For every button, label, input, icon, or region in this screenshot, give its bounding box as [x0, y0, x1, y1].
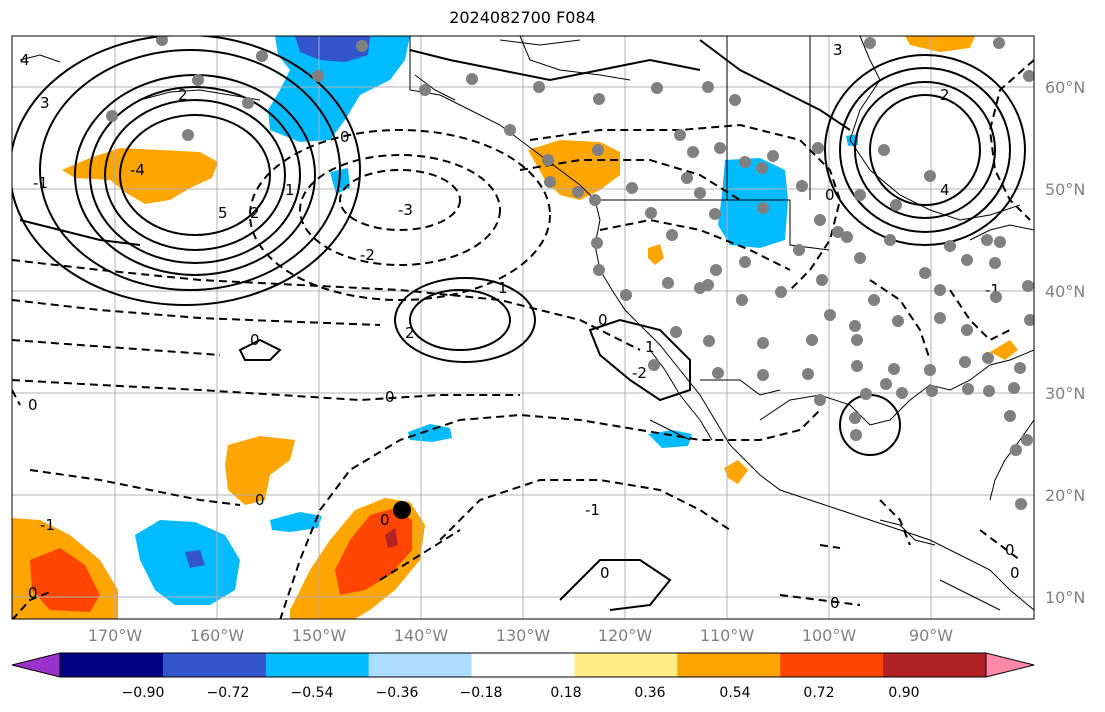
- fill-blue-tropical: [185, 550, 205, 568]
- contour-label: 0: [250, 331, 260, 349]
- contour-label: -2: [632, 364, 647, 382]
- fill-blue-gulf-alaska: [295, 36, 370, 62]
- lon-label: 170°W: [88, 626, 143, 645]
- colorbar-tick-label: 0.54: [719, 685, 750, 701]
- contour-label: 0: [28, 396, 38, 414]
- contour-label: -1: [40, 516, 55, 534]
- contour-label: 0: [380, 511, 390, 529]
- lat-label: 50°N: [1045, 180, 1085, 199]
- fill-orange-mx: [724, 460, 748, 484]
- lon-label: 120°W: [598, 626, 653, 645]
- lat-label: 10°N: [1045, 588, 1085, 607]
- fill-cyan-pac2: [648, 430, 692, 448]
- lon-label: 90°W: [909, 626, 953, 645]
- fill-cyan-plains: [718, 158, 788, 248]
- contour-labels: 4 3 5 2 1 0 -1 -2 -3 -4 0 -1 1 2 -2 0 1 …: [20, 41, 1020, 612]
- station-markers: [106, 36, 1034, 510]
- contour-label: 2: [178, 86, 188, 104]
- contour-label: 4: [940, 181, 950, 199]
- chart-title: 2024082700 F084: [449, 8, 596, 27]
- colorbar-tick-label: 0.18: [550, 685, 581, 701]
- lon-label: 160°W: [190, 626, 245, 645]
- contour-label: 0: [830, 594, 840, 612]
- colorbar-extend-min: [11, 652, 61, 678]
- colorbar-segment: [574, 653, 678, 677]
- lat-label: 40°N: [1045, 282, 1085, 301]
- fill-cyan-tropical: [135, 520, 240, 605]
- lat-label: 60°N: [1045, 78, 1085, 97]
- contour-label: 0: [28, 584, 38, 602]
- fill-orange-hi: [225, 436, 295, 505]
- contour-label: 2: [405, 324, 415, 342]
- fill-red-swcorner: [30, 548, 100, 612]
- contour-label: 3: [40, 94, 50, 112]
- lon-label: 110°W: [700, 626, 755, 645]
- colorbar-tick-label: 0.72: [803, 685, 834, 701]
- fill-orange-se: [990, 340, 1018, 360]
- colorbar-segment: [60, 653, 164, 677]
- colorbar-segment: [368, 653, 473, 677]
- contour-label: 0: [600, 564, 610, 582]
- lon-label: 100°W: [802, 626, 857, 645]
- contour-label: 1: [285, 181, 295, 199]
- colorbar-tick-label: 0.90: [888, 685, 919, 701]
- colorbar-segment: [162, 653, 267, 677]
- colorbar-tick-label: −0.90: [122, 685, 165, 701]
- contour-label: 3: [833, 41, 843, 59]
- fill-orange-npac: [62, 148, 218, 204]
- colorbar-extend-max: [985, 652, 1035, 678]
- fill-orange-canada: [905, 36, 975, 52]
- fill-darkred-tropical: [385, 528, 398, 548]
- contour-label: -1: [33, 174, 48, 192]
- fill-cyan-tropical2: [270, 512, 322, 532]
- contour-label: -2: [360, 246, 375, 264]
- colorbar: [11, 652, 1035, 678]
- lon-label: 140°W: [394, 626, 449, 645]
- lat-label: 30°N: [1045, 384, 1085, 403]
- contour-label: 2: [250, 204, 260, 222]
- contour-label: 0: [1010, 564, 1020, 582]
- contour-label: 0: [598, 311, 608, 329]
- colorbar-segment: [883, 653, 987, 677]
- fill-orange-nevada: [648, 244, 664, 265]
- colorbar-tick-label: −0.72: [207, 685, 250, 701]
- colorbar-tick-label: 0.36: [634, 685, 665, 701]
- lon-label: 150°W: [292, 626, 347, 645]
- colorbar-segment: [780, 653, 884, 677]
- storm-center-marker: [393, 501, 411, 519]
- contour-label: -3: [398, 201, 413, 219]
- fill-cyan-pac1: [408, 424, 452, 442]
- contour-label: 0: [340, 128, 350, 146]
- contour-label: -1: [585, 501, 600, 519]
- colorbar-segment: [471, 653, 575, 677]
- contour-label: 2: [940, 86, 950, 104]
- contour-label: 0: [385, 388, 395, 406]
- colorbar-segment: [265, 653, 370, 677]
- colorbar-segment: [677, 653, 781, 677]
- fill-cyan-gulf-alaska: [268, 36, 410, 142]
- contour-label: 0: [255, 491, 265, 509]
- contour-label: 1: [645, 338, 655, 356]
- longitude-axis: 170°W 160°W 150°W 140°W 130°W 120°W 110°…: [88, 626, 953, 645]
- contour-label: 0: [825, 186, 835, 204]
- colorbar-frame: [59, 652, 987, 678]
- contours: [12, 36, 1026, 611]
- contour-label: 4: [20, 51, 30, 69]
- map-frame: [11, 35, 1035, 620]
- map-panel: 4 3 5 2 1 0 -1 -2 -3 -4 0 -1 1 2 -2 0 1 …: [12, 36, 1034, 619]
- colorbar-tick-label: −0.54: [291, 685, 334, 701]
- contour-label: 5: [218, 204, 228, 222]
- lon-label: 130°W: [496, 626, 551, 645]
- latitude-axis: 60°N 50°N 40°N 30°N 20°N 10°N: [1045, 78, 1085, 607]
- contour-label: 1: [498, 279, 508, 297]
- lat-label: 20°N: [1045, 486, 1085, 505]
- contour-label: -4: [130, 161, 145, 179]
- contours-dashed: [12, 59, 1034, 619]
- colorbar-tick-label: −0.18: [460, 685, 503, 701]
- colorbar-ticks: −0.90 −0.72 −0.54 −0.36 −0.18 0.18 0.36 …: [122, 685, 920, 701]
- contour-label: 0: [1005, 541, 1015, 559]
- colorbar-tick-label: −0.36: [376, 685, 419, 701]
